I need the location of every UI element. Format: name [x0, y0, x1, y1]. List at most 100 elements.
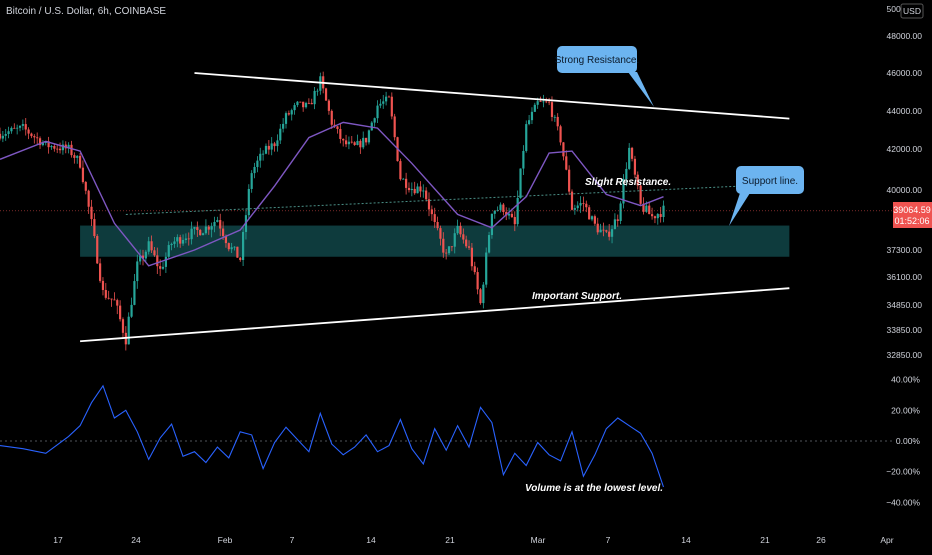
candle-body — [10, 127, 13, 132]
candle-body — [170, 243, 173, 246]
candle-body — [376, 105, 379, 119]
time-tick-label: 14 — [366, 535, 376, 545]
candle-body — [605, 230, 608, 232]
time-tick-label: 26 — [816, 535, 826, 545]
candle-body — [473, 266, 476, 273]
candle-body — [147, 241, 150, 252]
candle-body — [256, 160, 259, 167]
support-zone-band — [80, 225, 790, 257]
candle-body — [159, 266, 162, 269]
candle-body — [487, 235, 491, 253]
candle-body — [296, 101, 299, 106]
candle-body — [582, 203, 585, 204]
candle-body — [645, 205, 648, 212]
candle-body — [242, 231, 245, 260]
candle-body — [402, 178, 405, 180]
oscillator-tick-label: 20.00% — [891, 405, 920, 415]
candle-body — [399, 161, 402, 180]
candle-body — [588, 207, 591, 220]
candle-body — [78, 155, 82, 168]
candle-body — [610, 229, 614, 237]
candle-body — [413, 188, 416, 194]
candle-body — [41, 142, 44, 146]
candle-body — [628, 147, 631, 169]
time-tick-label: Apr — [880, 535, 893, 545]
candle-body — [425, 190, 428, 200]
candle-body — [262, 153, 265, 155]
candle-body — [327, 100, 330, 111]
callout-strong-resistance: Strong Resistance. — [555, 46, 654, 107]
candle-body — [93, 219, 96, 237]
candle-body — [622, 179, 625, 204]
candle-body — [393, 116, 396, 138]
price-tick-label: 34850.00 — [887, 300, 923, 310]
candle-body — [36, 137, 39, 139]
candle-body — [565, 156, 568, 170]
candle-body — [316, 90, 319, 92]
candle-body — [653, 216, 657, 219]
candle-body — [313, 90, 316, 105]
candle-body — [270, 143, 273, 150]
candle-body — [593, 216, 596, 224]
candle-body — [625, 168, 628, 180]
candle-body — [0, 133, 2, 139]
candle-body — [356, 140, 359, 146]
time-tick-label: 21 — [760, 535, 770, 545]
candle-body — [50, 146, 53, 148]
candle-body — [459, 225, 462, 235]
callout-support-line-pointer — [729, 193, 750, 226]
candle-body — [184, 238, 187, 240]
candle-body — [16, 127, 19, 129]
time-tick-label: Mar — [531, 535, 546, 545]
price-tick-label: 33850.00 — [887, 325, 923, 335]
candle-body — [193, 227, 196, 229]
oscillator-layer — [0, 384, 893, 488]
price-tick-label: 40000.00 — [887, 185, 923, 195]
candle-body — [161, 266, 165, 269]
candle-body — [7, 131, 10, 134]
candle-body — [119, 305, 122, 320]
candle-body — [516, 198, 519, 225]
candle-body — [176, 237, 179, 242]
candle-body — [493, 210, 496, 214]
candle-body — [302, 101, 305, 108]
time-tick-label: 14 — [681, 535, 691, 545]
candle-body — [239, 257, 242, 260]
candle-body — [293, 105, 296, 111]
callout-support-line-box — [736, 166, 804, 194]
candle-body — [490, 213, 494, 236]
candle-body — [373, 118, 376, 123]
candle-body — [70, 144, 73, 156]
candle-body — [127, 316, 130, 345]
candle-body — [502, 204, 505, 212]
candle-body — [247, 188, 250, 216]
time-tick-label: 17 — [53, 535, 63, 545]
candle-body — [290, 110, 293, 115]
currency-badge-box[interactable] — [900, 3, 924, 19]
candle-body — [630, 147, 634, 159]
candle-body — [405, 178, 408, 188]
candle-body — [562, 142, 565, 157]
current-price-value: 39064.59 — [893, 205, 931, 215]
time-tick-label: 7 — [606, 535, 611, 545]
candle-body — [84, 182, 87, 191]
candle-body — [590, 216, 594, 220]
candle-body — [359, 140, 362, 148]
currency-badge[interactable]: USD — [900, 3, 924, 19]
candle-body — [613, 219, 616, 230]
candle-body — [141, 255, 145, 259]
candle-body — [387, 96, 391, 98]
candle-body — [522, 150, 525, 169]
candle-body — [467, 246, 471, 248]
candle-body — [585, 203, 588, 208]
candle-body — [485, 252, 488, 285]
candle-body — [107, 297, 110, 299]
callout-support-line: Support line. — [729, 166, 804, 226]
candle-body — [227, 243, 230, 250]
candle-body — [116, 300, 119, 306]
moving-average-line — [0, 121, 664, 267]
candle-body — [187, 238, 190, 240]
lines-layer — [0, 72, 893, 343]
candle-body — [38, 138, 42, 146]
price-tick-label: 46000.00 — [887, 68, 923, 78]
